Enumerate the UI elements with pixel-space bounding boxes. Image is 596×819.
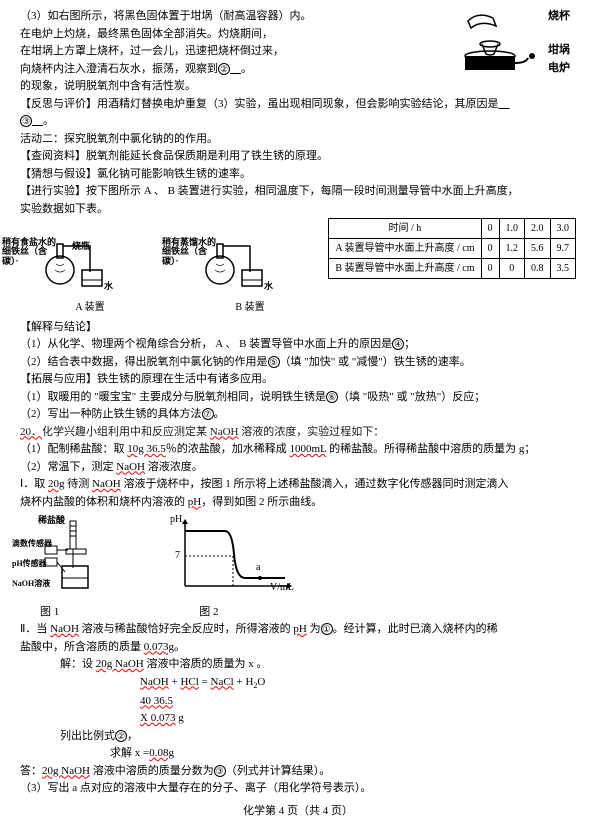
- t: 【反思与评价】用酒精灯替换电炉重复（3）实验，虽出现相同现象，但会影响实验结论，…: [20, 98, 499, 110]
- t: 。: [43, 115, 54, 127]
- q20-2: （2）常温下，测定 NaOH 溶液浓度。: [20, 459, 576, 476]
- data-table: 时间 / h01.02.03.0 A 装置导管中水面上升高度 / cm01.25…: [328, 218, 576, 279]
- th: 2.0: [525, 219, 551, 239]
- blank-6: ⑥: [326, 391, 338, 403]
- apparatus-b-figure: 稍有蒸馏水的细铁丝（含碳）· 水 B 装置: [200, 222, 300, 315]
- apparatus-b-label: B 装置: [200, 300, 300, 315]
- ratio: 列出比例式②，: [20, 728, 576, 745]
- q20-ii2: 盐酸中，所含溶质的质量 0.073g。: [20, 639, 576, 656]
- ext-1: （1）取暖用的 "暖宝宝" 主要成分与脱氧剂相同，说明铁生锈是⑥（填 "吸热" …: [20, 389, 576, 406]
- solve: 求解 x =0.08g: [20, 745, 576, 762]
- q1: （1）从化学、物理两个视角综合分析， A 、 B 装置导管中水面上升的原因是④；: [20, 336, 576, 353]
- mass-row: 40 36.5: [20, 693, 576, 710]
- extend-heading: 【拓展与应用】铁生锈的原理在生活中有诸多应用。: [20, 371, 576, 388]
- td: A 装置导管中水面上升高度 / cm: [329, 239, 481, 259]
- label: 稍有食盐水的细铁丝（含碳）·: [2, 238, 57, 268]
- fig2-label: 图 2: [199, 604, 218, 621]
- t: （2）结合表中数据，得出脱氧剂中氯化钠的作用是: [20, 356, 268, 368]
- x-axis: V/mL: [270, 580, 294, 595]
- q20-3: （3）写出 a 点对应的溶液中大量存在的分子、离子（用化学符号表示）。: [20, 780, 576, 797]
- q20: 20．20．化学兴趣小组利用中和反应测定某 NaOH 溶液的浓度，实验过程如下：…: [20, 424, 576, 441]
- t: （2）写出一种防止铁生锈的具体方法: [20, 408, 202, 420]
- para: 实验数据如下表。: [20, 201, 576, 218]
- l: 滴数传感器: [12, 540, 52, 548]
- td: 5.6: [525, 239, 551, 259]
- label: 水: [104, 280, 113, 294]
- equation: NaOH + HCl = NaCl + H2O: [20, 674, 576, 692]
- figure-2-chart: pH 7 a V/mL: [170, 516, 300, 602]
- blank-7: ⑦: [202, 408, 214, 420]
- figure-1: 稀盐酸 滴数传感器 pH传感器 NaOH溶液: [40, 516, 130, 602]
- tick-7: 7: [175, 548, 180, 563]
- q20-ii: Ⅱ．当 NaOH 溶液与稀盐酸恰好完全反应时，所得溶液的 pH 为①。经计算，此…: [20, 621, 576, 638]
- blank-2: ②: [218, 63, 230, 75]
- th: 0: [481, 219, 499, 239]
- l: pH传感器: [12, 558, 47, 570]
- l: 稀盐酸: [38, 514, 65, 528]
- td: 0: [481, 239, 499, 259]
- blank-2b: ②: [115, 730, 127, 742]
- t: 列出比例式: [60, 730, 115, 742]
- blank-4: ④: [392, 338, 404, 350]
- blank-5: ⑤: [268, 356, 280, 368]
- blank-1b: ①: [321, 623, 333, 635]
- explain-heading: 【解释与结论】: [20, 319, 576, 336]
- t: （填 "加快" 或 "减慢"）铁生锈的速率。: [280, 356, 471, 368]
- td: 9.7: [550, 239, 576, 259]
- experiment: 【进行实验】按下图所示 A 、 B 装置进行实验，相同温度下，每隔一段时间测量导…: [20, 183, 576, 200]
- apparatus-row: 稍有食盐水的细铁丝（含碳）· 烧瓶 水 A 装置 稍有蒸馏水的细铁丝（含碳）· …: [20, 218, 576, 319]
- ext-2: （2）写出一种防止铁生锈的具体方法⑦。: [20, 406, 576, 423]
- t: （填 "吸热" 或 "放热"）反应；: [338, 391, 485, 403]
- solution: 解：设 20g NaOH 溶液中溶质的质量为 x 。: [20, 656, 576, 673]
- label: 烧瓶: [72, 240, 90, 254]
- t: （1）取暖用的 "暖宝宝" 主要成分与脱氧剂相同，说明铁生锈是: [20, 391, 326, 403]
- q20-i: Ⅰ．取 20g 待测 NaOH 溶液于烧杯中，按图 1 所示将上述稀盐酸滴入，通…: [20, 476, 576, 493]
- label-furnace: 电炉: [548, 60, 570, 77]
- blank-3: ③: [20, 115, 32, 127]
- q20-i2: 烧杯内盐酸的体积和烧杯内溶液的 pH，得到如图 2 所示曲线。: [20, 494, 576, 511]
- label-beaker: 烧杯: [548, 8, 570, 25]
- t: ，: [127, 730, 138, 742]
- point-a: a: [256, 560, 260, 575]
- label-crucible: 坩埚: [548, 42, 570, 59]
- t: ；: [404, 338, 415, 350]
- t: （1）从化学、物理两个视角综合分析， A 、 B 装置导管中水面上升的原因是: [20, 338, 392, 350]
- q20-1: （1）配制稀盐酸：取 10g 36.5％的浓盐酸，加水稀释成 1000mL 的稀…: [20, 441, 576, 458]
- q2: （2）结合表中数据，得出脱氧剂中氯化钠的作用是⑤（填 "加快" 或 "减慢"）铁…: [20, 354, 576, 371]
- label: 水: [264, 280, 273, 294]
- x-row: X 0.073 g: [20, 710, 576, 727]
- td: 0.8: [525, 259, 551, 279]
- td: 3.5: [550, 259, 576, 279]
- th: 3.0: [550, 219, 576, 239]
- blank-3b: ③: [214, 765, 226, 777]
- chart-row: 稀盐酸 滴数传感器 pH传感器 NaOH溶液 pH 7 a V/mL: [40, 516, 576, 602]
- y-axis: pH: [170, 512, 182, 527]
- page-footer: 化学第 4 页（共 4 页）: [20, 803, 576, 819]
- apparatus-a-figure: 稍有食盐水的细铁丝（含碳）· 烧瓶 水 A 装置: [40, 222, 140, 315]
- answer: 答：20g NaOH 溶液中溶质的质量分数为③（列式并计算结果）。: [20, 763, 576, 780]
- td: B 装置导管中水面上升高度 / cm: [329, 259, 481, 279]
- t: 向烧杯内注入澄清石灰水，振荡，观察到: [20, 63, 218, 75]
- t: 。: [214, 408, 225, 420]
- lookup: 【查阅资料】脱氧剂能延长食品保质期是利用了铁生锈的原理。: [20, 148, 576, 165]
- th: 时间 / h: [329, 219, 481, 239]
- hypothesis: 【猜想与假设】氯化钠可能影响铁生锈的速率。: [20, 166, 576, 183]
- th: 1.0: [499, 219, 525, 239]
- td: 1.2: [499, 239, 525, 259]
- td: 0: [499, 259, 525, 279]
- fig1-label: 图 1: [40, 604, 59, 621]
- apparatus-a-label: A 装置: [40, 300, 140, 315]
- activity-2: 活动二：探究脱氧剂中氯化钠的的作用。: [20, 131, 576, 148]
- crucible-figure: 烧杯 坩埚 电炉: [448, 6, 568, 102]
- para: ③ 。: [20, 113, 576, 130]
- label: 稍有蒸馏水的细铁丝（含碳）·: [162, 238, 217, 268]
- td: 0: [481, 259, 499, 279]
- l: NaOH溶液: [12, 578, 50, 590]
